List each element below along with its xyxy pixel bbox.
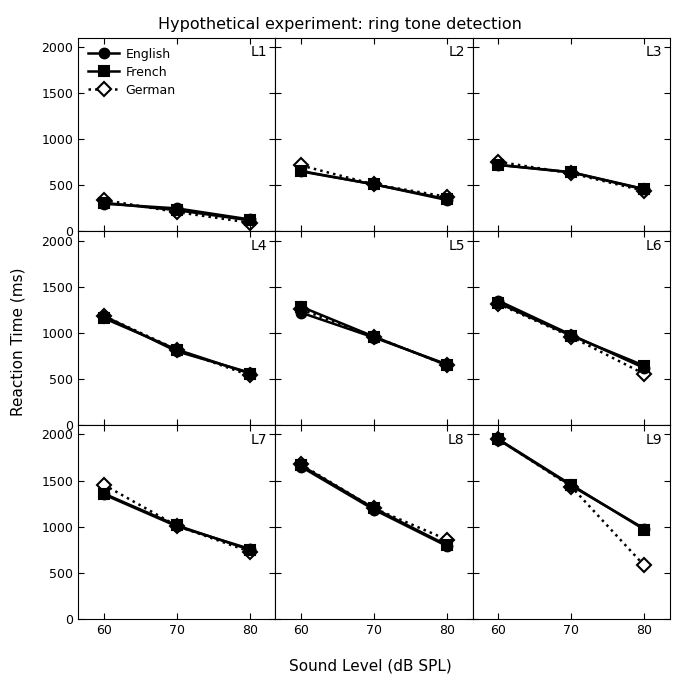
Text: Hypothetical experiment: ring tone detection: Hypothetical experiment: ring tone detec… [158, 17, 522, 32]
Text: L6: L6 [645, 239, 662, 253]
Text: L2: L2 [448, 45, 464, 60]
Text: L3: L3 [645, 45, 662, 60]
Text: L1: L1 [251, 45, 267, 60]
Legend: English, French, German: English, French, German [84, 44, 180, 101]
Text: L9: L9 [645, 433, 662, 447]
Text: L8: L8 [448, 433, 464, 447]
Text: Sound Level (dB SPL): Sound Level (dB SPL) [289, 659, 452, 674]
Text: L4: L4 [251, 239, 267, 253]
Text: L7: L7 [251, 433, 267, 447]
Text: Reaction Time (ms): Reaction Time (ms) [10, 267, 25, 417]
Text: L5: L5 [448, 239, 464, 253]
